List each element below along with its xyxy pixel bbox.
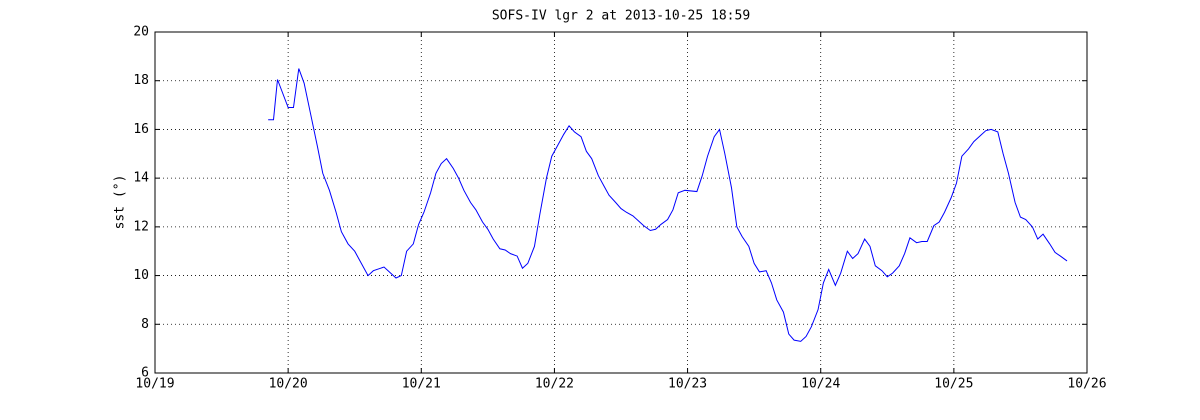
x-tick-label: 10/26 [1067,377,1106,392]
y-tick-label: 18 [133,73,149,88]
x-tick-label: 10/22 [535,377,574,392]
x-tick-label: 10/25 [934,377,973,392]
y-tick-label: 16 [133,122,149,137]
y-tick-label: 6 [141,366,149,381]
data-line [268,68,1068,342]
x-tick-label: 10/24 [801,377,840,392]
y-tick-label: 12 [133,219,149,234]
chart-title: SOFS-IV lgr 2 at 2013-10-25 18:59 [492,9,750,24]
y-axis-label: sst (°) [113,175,128,230]
x-tick-label: 10/19 [135,377,174,392]
y-tick-label: 14 [133,171,149,186]
y-tick-label: 20 [133,25,149,40]
x-tick-label: 10/23 [668,377,707,392]
plot-frame [154,31,1088,374]
y-tick-label: 8 [141,317,149,332]
x-tick-label: 10/21 [402,377,441,392]
x-tick-label: 10/20 [269,377,308,392]
y-tick-label: 10 [133,268,149,283]
